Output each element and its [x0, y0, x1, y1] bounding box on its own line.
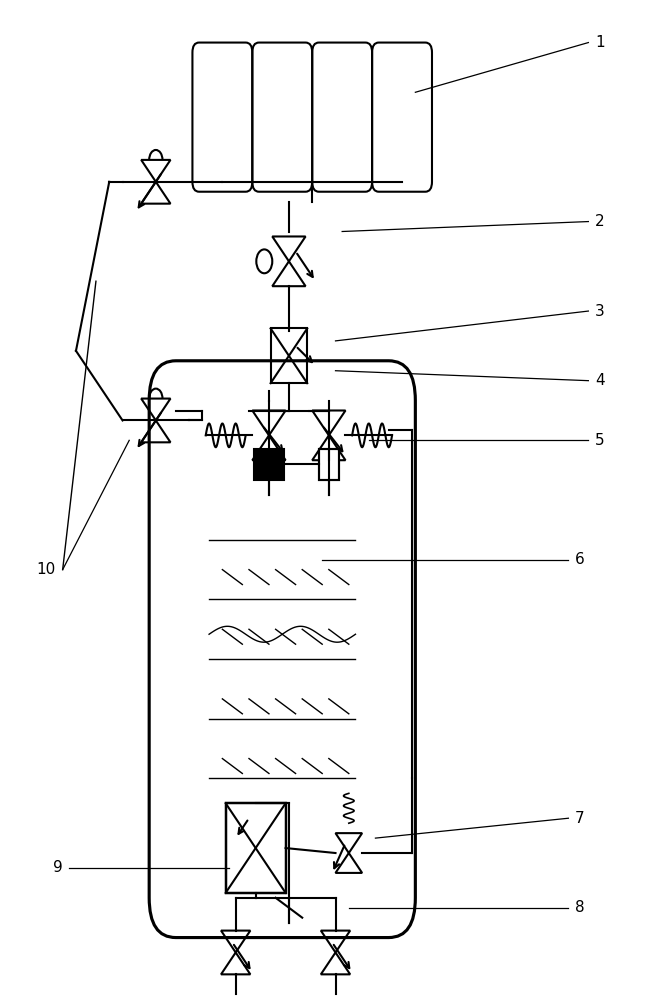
Text: 7: 7 — [575, 811, 584, 826]
Text: 4: 4 — [595, 373, 605, 388]
Bar — [319, 449, 339, 480]
Text: 9: 9 — [53, 860, 62, 875]
Text: 8: 8 — [575, 900, 584, 915]
Text: 2: 2 — [595, 214, 605, 229]
Text: 3: 3 — [595, 304, 605, 319]
Bar — [319, 449, 339, 480]
Bar — [270, 328, 307, 383]
Text: 5: 5 — [595, 433, 605, 448]
Bar — [225, 803, 286, 893]
Text: 6: 6 — [575, 552, 585, 567]
Text: 10: 10 — [36, 562, 55, 577]
Text: 1: 1 — [595, 35, 605, 50]
Bar — [254, 449, 284, 480]
